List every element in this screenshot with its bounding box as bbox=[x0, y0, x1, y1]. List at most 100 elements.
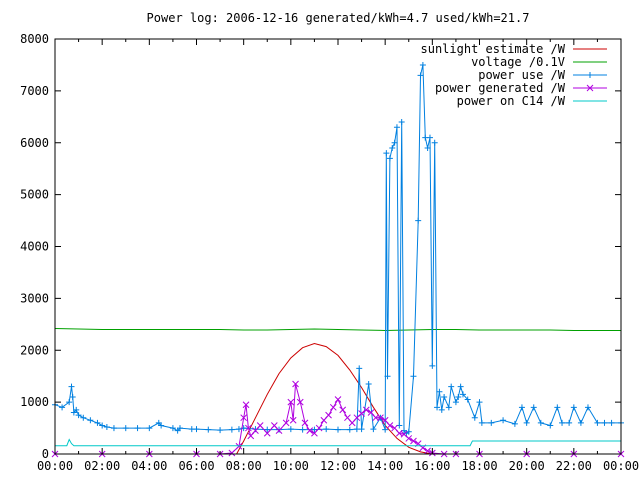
data-point bbox=[410, 437, 417, 445]
data-point bbox=[325, 411, 332, 419]
data-point bbox=[471, 414, 478, 421]
data-point bbox=[275, 427, 283, 435]
data-point bbox=[457, 383, 464, 390]
legend-label: power use /W bbox=[478, 68, 565, 82]
data-point bbox=[424, 144, 431, 151]
y-tick-label: 3000 bbox=[20, 291, 49, 305]
data-point bbox=[335, 426, 341, 433]
data-point bbox=[488, 419, 495, 426]
data-point bbox=[566, 419, 573, 426]
data-point bbox=[299, 426, 306, 433]
data-point bbox=[245, 424, 252, 432]
data-point bbox=[436, 388, 443, 395]
data-point bbox=[559, 419, 566, 426]
data-point bbox=[346, 426, 353, 433]
data-point bbox=[205, 426, 212, 433]
data-point bbox=[87, 417, 94, 424]
data-point bbox=[235, 426, 242, 433]
x-tick-label: 14:00 bbox=[367, 459, 403, 473]
data-point bbox=[339, 406, 347, 414]
data-point bbox=[429, 362, 436, 369]
legend-entry: power use /W bbox=[478, 68, 607, 82]
data-point bbox=[594, 419, 601, 426]
data-point bbox=[122, 425, 129, 432]
data-point bbox=[311, 426, 318, 433]
legend-entry: power on C14 /W bbox=[457, 94, 607, 108]
data-point bbox=[391, 139, 398, 146]
data-point bbox=[518, 404, 525, 411]
data-point bbox=[315, 424, 323, 432]
legend-entry: power generated /W bbox=[435, 81, 607, 95]
data-point bbox=[80, 414, 87, 421]
data-point bbox=[415, 217, 422, 224]
data-point bbox=[358, 410, 365, 417]
data-point bbox=[75, 412, 82, 419]
data-point bbox=[329, 403, 337, 411]
data-point bbox=[445, 404, 452, 411]
data-point bbox=[377, 414, 384, 422]
data-point bbox=[426, 134, 433, 141]
data-point bbox=[356, 365, 363, 372]
data-point bbox=[537, 419, 544, 426]
data-point bbox=[158, 422, 165, 429]
data-point bbox=[389, 144, 396, 151]
data-point bbox=[452, 399, 459, 406]
data-point bbox=[382, 426, 389, 433]
x-tick-label: 22:00 bbox=[556, 459, 592, 473]
data-point bbox=[386, 155, 393, 162]
data-point bbox=[448, 383, 455, 390]
data-point bbox=[398, 119, 405, 125]
data-point bbox=[176, 425, 183, 432]
legend-label: voltage /0.1V bbox=[471, 55, 565, 69]
legend-entry: voltage /0.1V bbox=[471, 55, 607, 69]
series-line bbox=[236, 342, 445, 455]
data-point bbox=[296, 398, 304, 406]
data-point bbox=[384, 373, 391, 380]
data-point bbox=[547, 422, 554, 429]
data-point bbox=[431, 139, 438, 146]
data-point bbox=[263, 429, 271, 437]
data-point bbox=[68, 383, 75, 390]
x-tick-label: 16:00 bbox=[414, 459, 450, 473]
data-point bbox=[455, 393, 462, 400]
y-tick-label: 1000 bbox=[20, 395, 49, 409]
data-point bbox=[240, 414, 248, 422]
data-point bbox=[103, 424, 110, 431]
data-point bbox=[500, 417, 507, 424]
data-point bbox=[424, 447, 431, 455]
x-tick-label: 04:00 bbox=[131, 459, 167, 473]
data-point bbox=[256, 422, 264, 429]
axis-ticks: 0 1000 2000 3000 4000 5000 6000 7000 8000 00:00 02… bbox=[20, 32, 639, 473]
data-point bbox=[235, 442, 243, 450]
chart-title: Power log: 2006-12-16 generated/kWh=4.7 … bbox=[147, 11, 530, 25]
data-point bbox=[393, 124, 400, 131]
data-point bbox=[146, 425, 153, 432]
data-point bbox=[287, 426, 294, 433]
y-tick-label: 5000 bbox=[20, 188, 49, 202]
data-point bbox=[358, 426, 365, 433]
data-point bbox=[386, 422, 394, 429]
series-line bbox=[54, 328, 621, 332]
data-point bbox=[372, 414, 380, 422]
x-tick-label: 18:00 bbox=[461, 459, 497, 473]
x-tick-label: 00:00 bbox=[603, 459, 639, 473]
data-point bbox=[94, 419, 101, 426]
data-point bbox=[99, 422, 106, 429]
data-point bbox=[530, 404, 537, 411]
data-point bbox=[334, 396, 342, 403]
data-point bbox=[264, 426, 271, 433]
legend-marker bbox=[586, 84, 594, 92]
y-tick-label: 6000 bbox=[20, 136, 49, 150]
data-point bbox=[292, 380, 299, 388]
series-line bbox=[55, 438, 621, 447]
data-point bbox=[362, 406, 370, 414]
data-point bbox=[365, 380, 372, 387]
data-point bbox=[410, 373, 417, 380]
data-point bbox=[69, 393, 76, 400]
data-point bbox=[301, 419, 309, 427]
data-point bbox=[438, 406, 445, 413]
data-point bbox=[228, 449, 236, 457]
legend-entry: sunlight estimate /W bbox=[421, 42, 607, 56]
